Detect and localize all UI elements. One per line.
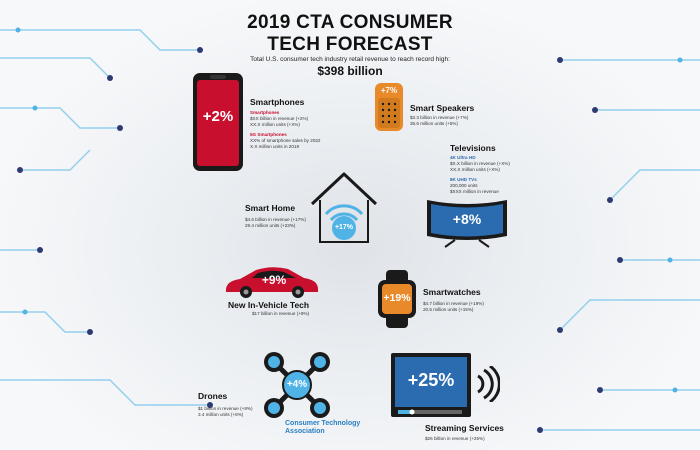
vehicle-details: $17 billion in revenue (+9%) xyxy=(252,311,310,316)
drones-label: Drones xyxy=(198,391,228,401)
drones-details: $1 billion in revenue (+8%) 3.4 million … xyxy=(198,406,253,417)
sound-waves-icon xyxy=(477,366,500,402)
televisions-details: 4K Ultra HD $X.X billion in revenue (+X%… xyxy=(450,155,510,194)
speakers-details: $3.3 billion in revenue (+7%) 36.6 milli… xyxy=(410,115,469,126)
speakers-pct: +7% xyxy=(380,86,398,95)
streaming-details: $26 billion in revenue (+25%) xyxy=(425,436,485,441)
total-revenue: $398 billion xyxy=(317,64,383,78)
vehicle-pct: +9% xyxy=(261,273,287,287)
smartwatches-details: $4.7 billion in revenue (+19%) 20.5 mill… xyxy=(423,301,484,312)
streaming-screen-icon xyxy=(391,353,471,417)
streaming-label: Streaming Services xyxy=(425,423,504,433)
smartwatches-label: Smartwatches xyxy=(423,287,481,297)
smart-home-details: $4.6 billion in revenue (+17%) 29.4 mill… xyxy=(245,217,306,228)
vehicle-label: New In-Vehicle Tech xyxy=(228,300,310,310)
smartphones-label: Smartphones xyxy=(250,97,305,107)
drones-pct: +4% xyxy=(286,379,308,390)
televisions-pct: +8% xyxy=(452,211,482,227)
smartphones-pct: +2% xyxy=(202,108,234,125)
smart-home-pct: +17% xyxy=(334,224,354,231)
drone-icon xyxy=(264,352,330,418)
speakers-label: Smart Speakers xyxy=(410,103,475,113)
smartwatches-pct: +19% xyxy=(383,292,411,304)
smartwatch-icon xyxy=(378,270,416,328)
smart-home-label: Smart Home xyxy=(245,203,296,213)
television-icon xyxy=(427,200,507,248)
page-title: 2019 CTA CONSUMER TECH FORECAST xyxy=(247,12,453,55)
smart-speaker-icon xyxy=(375,83,403,131)
streaming-pct: +25% xyxy=(407,370,455,390)
car-icon xyxy=(226,267,318,298)
smart-home-icon xyxy=(310,172,378,243)
smartphones-details: Smartphones $XX billion in revenue (+2%)… xyxy=(250,110,321,149)
cta-logo: Consumer Technology Association xyxy=(285,420,361,435)
televisions-label: Televisions xyxy=(450,143,496,153)
subtitle: Total U.S. consumer tech industry retail… xyxy=(250,56,450,63)
smartphone-icon xyxy=(193,73,243,171)
